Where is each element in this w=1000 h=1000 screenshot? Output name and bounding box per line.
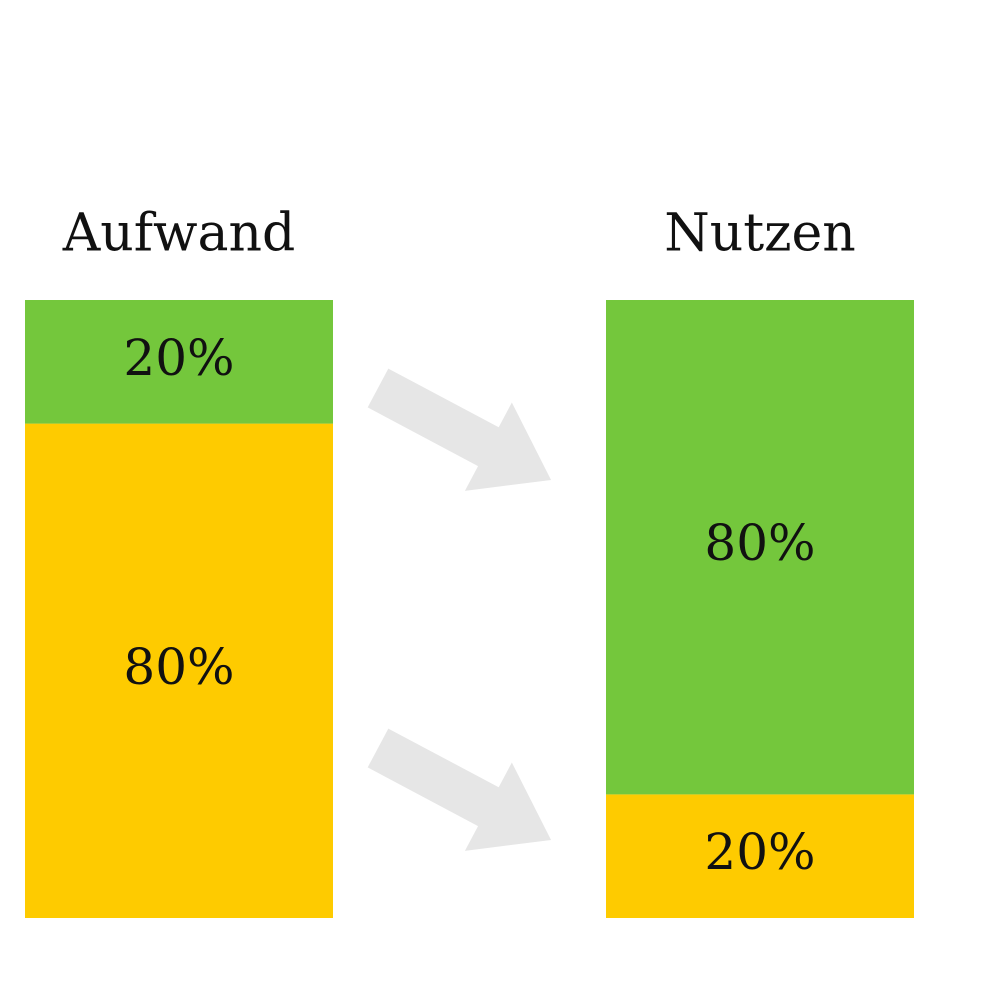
bar-segment: [606, 794, 914, 918]
bar-title: Aufwand: [62, 204, 296, 264]
bar-segment: [25, 423, 333, 918]
value-label: 20%: [704, 823, 815, 881]
bar-segment: [606, 300, 914, 795]
arrow: [367, 728, 552, 851]
bar-segment: [25, 300, 333, 424]
value-label: 80%: [123, 638, 234, 696]
value-label: 80%: [704, 514, 815, 572]
arrow: [367, 368, 552, 491]
value-label: 20%: [123, 329, 234, 387]
bar-title: Nutzen: [664, 204, 856, 264]
